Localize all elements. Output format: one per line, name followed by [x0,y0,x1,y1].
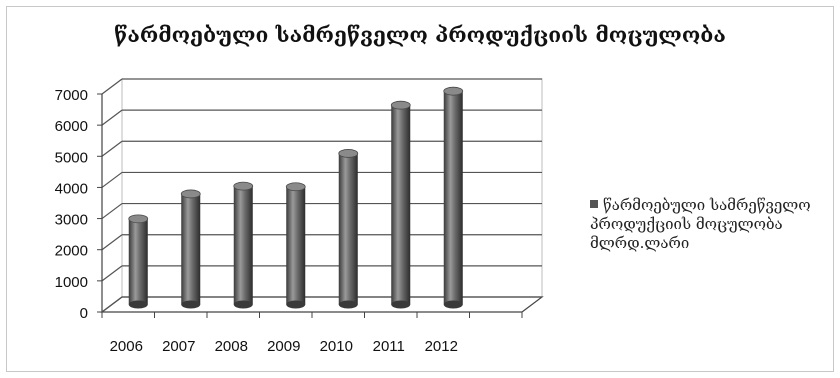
gridline-side [101,265,123,282]
bar-base [338,300,358,309]
x-tick-label: 2007 [162,338,195,355]
bar-base [443,300,463,309]
y-tick-label: 0 [80,305,88,322]
bar-cap [180,189,201,199]
y-tick-label: 1000 [55,274,88,291]
y-tick-label: 6000 [55,118,88,135]
bar-cap [285,182,306,192]
x-tick-label: 2012 [425,338,458,355]
bar-cap [338,149,359,158]
bar-cap [443,86,464,96]
bar [391,105,411,305]
bar-cap [128,214,149,224]
x-tick-label: 2011 [373,338,405,355]
floor [100,296,544,313]
bar-base [233,300,253,309]
legend-line-1: წარმოებული სამრეწველო [590,196,830,215]
bar [338,153,358,305]
legend-line-3: მლრდ.ლარი [590,234,690,252]
legend-line-2: პროდუქციის მოცულობა [590,215,783,233]
bar [233,186,253,305]
side-wall [101,78,123,313]
legend-swatch [590,200,598,208]
bar-base [128,300,148,309]
gridline-side [101,171,123,188]
y-tick-label: 4000 [55,180,88,197]
bar [443,91,463,305]
gridline-side [101,234,123,251]
bar [181,193,201,305]
x-tick-label: 2008 [215,338,248,355]
bar [128,218,148,305]
x-tick-label: 2006 [110,338,143,355]
bar [286,186,306,305]
x-tick-label: 2009 [267,338,300,355]
y-tick-label: 5000 [55,149,88,166]
y-tick-label: 7000 [55,87,88,104]
legend-text-1: წარმოებული სამრეწველო [603,196,811,214]
bar-base [391,300,411,309]
gridline-side [101,203,123,220]
legend: წარმოებული სამრეწველო პროდუქციის მოცულობ… [590,196,830,253]
bar-base [181,300,201,309]
x-tick-label: 2010 [320,338,353,355]
y-tick-label: 3000 [55,212,88,229]
bar-cap [390,100,411,110]
gridline-side [101,78,123,95]
gridline-side [101,296,123,313]
gridline-side [101,140,123,157]
bar-base [286,300,306,309]
y-tick-label: 2000 [55,243,88,260]
bar-cap [233,181,254,191]
gridline-side [101,109,123,126]
chart-title: წარმოებული სამრეწველო პროდუქციის მოცულობ… [114,22,726,47]
